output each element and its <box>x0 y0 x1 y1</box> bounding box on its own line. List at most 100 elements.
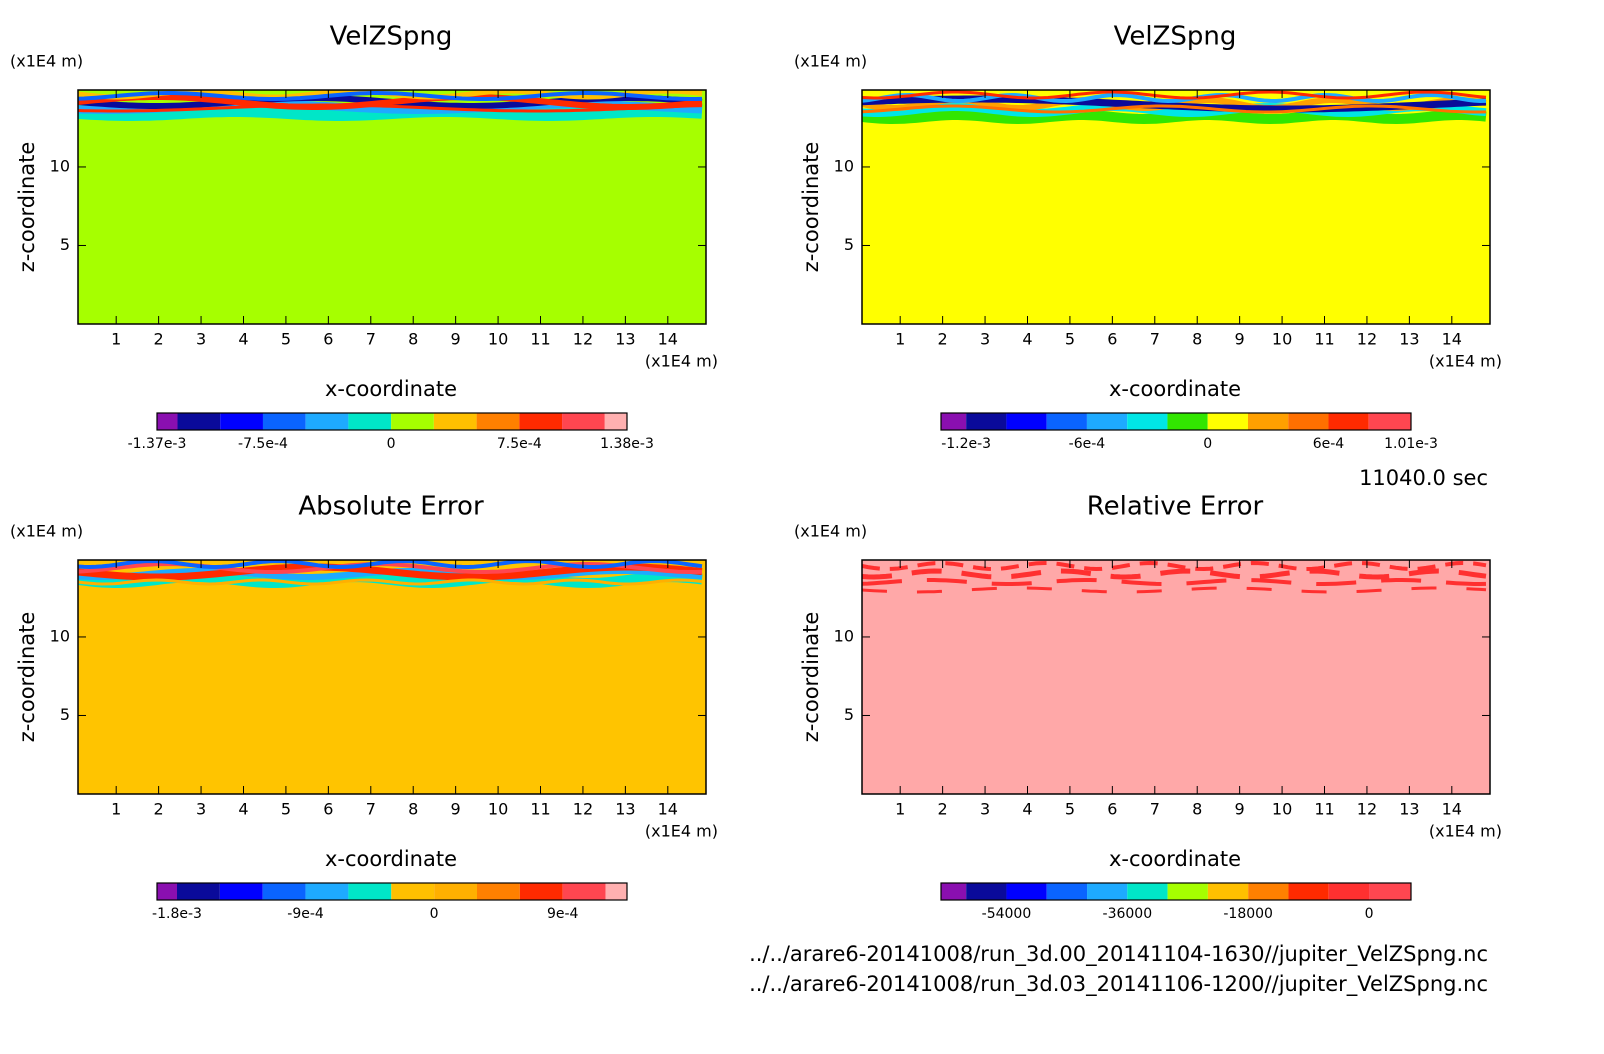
colorbar-tick-label: 1.38e-3 <box>600 436 654 452</box>
contour-band <box>78 560 703 570</box>
colorbar-segment <box>391 883 435 900</box>
x-tick-label: 6 <box>323 800 333 819</box>
colorbar-segment <box>1247 413 1289 430</box>
colorbar-tick-label: -6e-4 <box>1069 436 1106 452</box>
x-unit: (x1E4 m) <box>1429 352 1502 371</box>
contour-bands <box>862 90 1487 125</box>
y-unit: (x1E4 m) <box>794 522 867 541</box>
x-tick-label: 8 <box>1192 330 1202 349</box>
x-tick-label: 13 <box>615 800 635 819</box>
x-tick-label: 3 <box>196 800 206 819</box>
colorbar-tick-label: -9e-4 <box>287 906 324 922</box>
x-tick-label: 8 <box>408 800 418 819</box>
contour-band <box>78 91 703 101</box>
x-tick-label: 10 <box>488 330 508 349</box>
colorbar-segment <box>1167 883 1208 900</box>
x-tick-label: 12 <box>573 330 593 349</box>
x-tick-label: 10 <box>1272 330 1292 349</box>
x-tick-label: 7 <box>366 800 376 819</box>
y-axis-label: z-coordinate <box>799 612 823 743</box>
x-tick-label: 12 <box>1357 330 1377 349</box>
colorbar-segment <box>476 413 520 430</box>
contour-band <box>862 568 1487 580</box>
colorbar-segment <box>1207 883 1249 900</box>
x-tick-label: 4 <box>1022 800 1032 819</box>
x-tick-label: 14 <box>1442 330 1462 349</box>
y-tick-label: 5 <box>60 235 70 254</box>
colorbar-tick-label: 9e-4 <box>547 906 579 922</box>
y-tick-label: 5 <box>844 705 854 724</box>
colorbar-frame <box>156 412 628 431</box>
colorbar-segment <box>1288 883 1329 900</box>
x-tick-label: 7 <box>1150 330 1160 349</box>
x-tick-label: 10 <box>1272 800 1292 819</box>
x-tick-label: 14 <box>1442 800 1462 819</box>
x-tick-label: 4 <box>1022 330 1032 349</box>
colorbar-tick-label: -36000 <box>1103 906 1153 922</box>
y-unit: (x1E4 m) <box>10 522 83 541</box>
y-tick-label: 10 <box>50 626 70 645</box>
x-tick-label: 5 <box>1065 330 1075 349</box>
y-axis-label: z-coordinate <box>15 142 39 273</box>
x-tick-label: 1 <box>895 800 905 819</box>
x-tick-label: 5 <box>281 330 291 349</box>
colorbar-segment <box>605 883 627 900</box>
y-axis-label: z-coordinate <box>15 612 39 743</box>
contour-field <box>78 90 706 324</box>
panel-title: Absolute Error <box>298 492 484 522</box>
x-tick-label: 1 <box>895 330 905 349</box>
colorbar-segment <box>1127 413 1168 430</box>
x-tick-label: 4 <box>238 330 248 349</box>
contour-band <box>862 92 1487 104</box>
colorbar-segment <box>1006 883 1047 900</box>
contour-band <box>862 104 1487 114</box>
colorbar-segment <box>1087 883 1128 900</box>
x-tick-label: 13 <box>615 330 635 349</box>
plot-frame <box>861 89 1491 325</box>
colorbar-segment <box>1006 413 1047 430</box>
colorbar-segment <box>1046 883 1088 900</box>
colorbar-segment <box>391 413 434 430</box>
x-tick-label: 14 <box>658 800 678 819</box>
colorbar-segment <box>177 413 221 430</box>
contour-field <box>862 90 1490 324</box>
colorbar-tick-label: 0 <box>1365 906 1374 922</box>
x-tick-label: 5 <box>1065 800 1075 819</box>
file-path: ../../arare6-20141008/run_3d.03_20141106… <box>749 972 1488 997</box>
y-tick-label: 10 <box>834 626 854 645</box>
colorbar-segment <box>1328 413 1369 430</box>
x-tick-label: 14 <box>658 330 678 349</box>
panel-title: VelZSpng <box>1114 22 1237 52</box>
colorbar-frame <box>940 882 1412 901</box>
colorbar-segment <box>220 413 263 430</box>
x-tick-label: 11 <box>530 800 550 819</box>
contour-bands <box>78 90 703 121</box>
x-tick-label: 6 <box>1107 800 1117 819</box>
colorbar-segment <box>157 413 178 430</box>
y-axis-label: z-coordinate <box>799 142 823 273</box>
x-tick-label: 3 <box>980 800 990 819</box>
colorbar-segment <box>562 413 605 430</box>
x-tick-label: 13 <box>1399 800 1419 819</box>
colorbar-segment <box>941 413 967 430</box>
x-tick-label: 8 <box>1192 800 1202 819</box>
colorbar-tick-label: -7.5e-4 <box>238 436 288 452</box>
contour-band <box>78 103 703 113</box>
x-axis-label: x-coordinate <box>1109 847 1241 871</box>
colorbar-segment <box>348 413 392 430</box>
x-tick-label: 9 <box>1235 330 1245 349</box>
contour-bands <box>862 560 1487 594</box>
y-tick-label: 10 <box>50 156 70 175</box>
colorbar-tick-label: 0 <box>387 436 396 452</box>
colorbar-frame <box>940 412 1412 431</box>
plot-frame <box>861 559 1491 795</box>
colorbar-segment <box>157 883 177 900</box>
colorbar-segment <box>434 883 477 900</box>
x-unit: (x1E4 m) <box>645 352 718 371</box>
colorbar-segment <box>1127 883 1168 900</box>
file-path: ../../arare6-20141008/run_3d.00_20141104… <box>749 942 1488 967</box>
colorbar-tick-label: 0 <box>1203 436 1212 452</box>
colorbar-tick-label: -1.2e-3 <box>941 436 991 452</box>
x-tick-label: 2 <box>938 330 948 349</box>
